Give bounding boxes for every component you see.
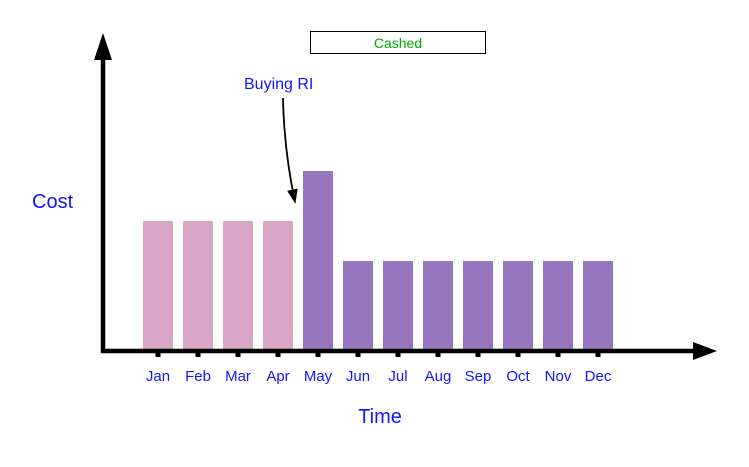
bar-may — [303, 171, 333, 351]
x-axis-tick-apr — [275, 350, 281, 357]
y-axis-title: Cost — [32, 191, 74, 213]
annotation-label: Buying RI — [244, 76, 314, 93]
x-tick-label-mar: Mar — [225, 368, 251, 385]
y-axis-arrowhead — [94, 33, 112, 60]
legend-label: Cashed — [373, 34, 423, 51]
x-axis-tick-aug — [435, 350, 441, 357]
x-tick-label-may: May — [303, 368, 333, 385]
x-tick-label-apr: Apr — [266, 368, 290, 385]
x-tick-label-aug: Aug — [424, 368, 452, 385]
bar-sep — [463, 261, 493, 351]
x-axis-tick-mar — [235, 350, 241, 357]
bar-aug — [423, 261, 453, 351]
x-axis-arrowhead — [693, 342, 717, 360]
x-axis-tick-may — [315, 350, 321, 357]
legend-box: Cashed — [310, 31, 486, 54]
x-axis-tick-oct — [515, 350, 521, 357]
x-axis-tick-sep — [475, 350, 481, 357]
x-axis-tick-jul — [395, 350, 401, 357]
x-tick-label-jan: Jan — [145, 368, 171, 385]
bar-jul — [383, 261, 413, 351]
x-tick-label-sep: Sep — [464, 368, 492, 385]
x-axis-tick-nov — [555, 350, 561, 357]
x-tick-label-nov: Nov — [544, 368, 572, 385]
bar-dec — [583, 261, 613, 351]
bar-jun — [343, 261, 373, 351]
bar-nov — [543, 261, 573, 351]
x-tick-label-dec: Dec — [584, 368, 612, 385]
x-tick-label-oct: Oct — [506, 368, 530, 385]
x-axis-tick-feb — [195, 350, 201, 357]
annotation-arrow — [282, 97, 298, 204]
x-axis-tick-jan — [155, 350, 161, 357]
x-axis-tick-dec — [595, 350, 601, 357]
bar-feb — [183, 221, 213, 351]
bar-jan — [143, 221, 173, 351]
bar-mar — [223, 221, 253, 351]
bar-apr — [263, 221, 293, 351]
x-axis-tick-jun — [355, 350, 361, 357]
x-axis-title: Time — [358, 406, 402, 428]
x-tick-label-jul: Jul — [388, 368, 408, 385]
x-tick-label-feb: Feb — [185, 368, 211, 385]
bar-oct — [503, 261, 533, 351]
x-tick-label-jun: Jun — [345, 368, 371, 385]
